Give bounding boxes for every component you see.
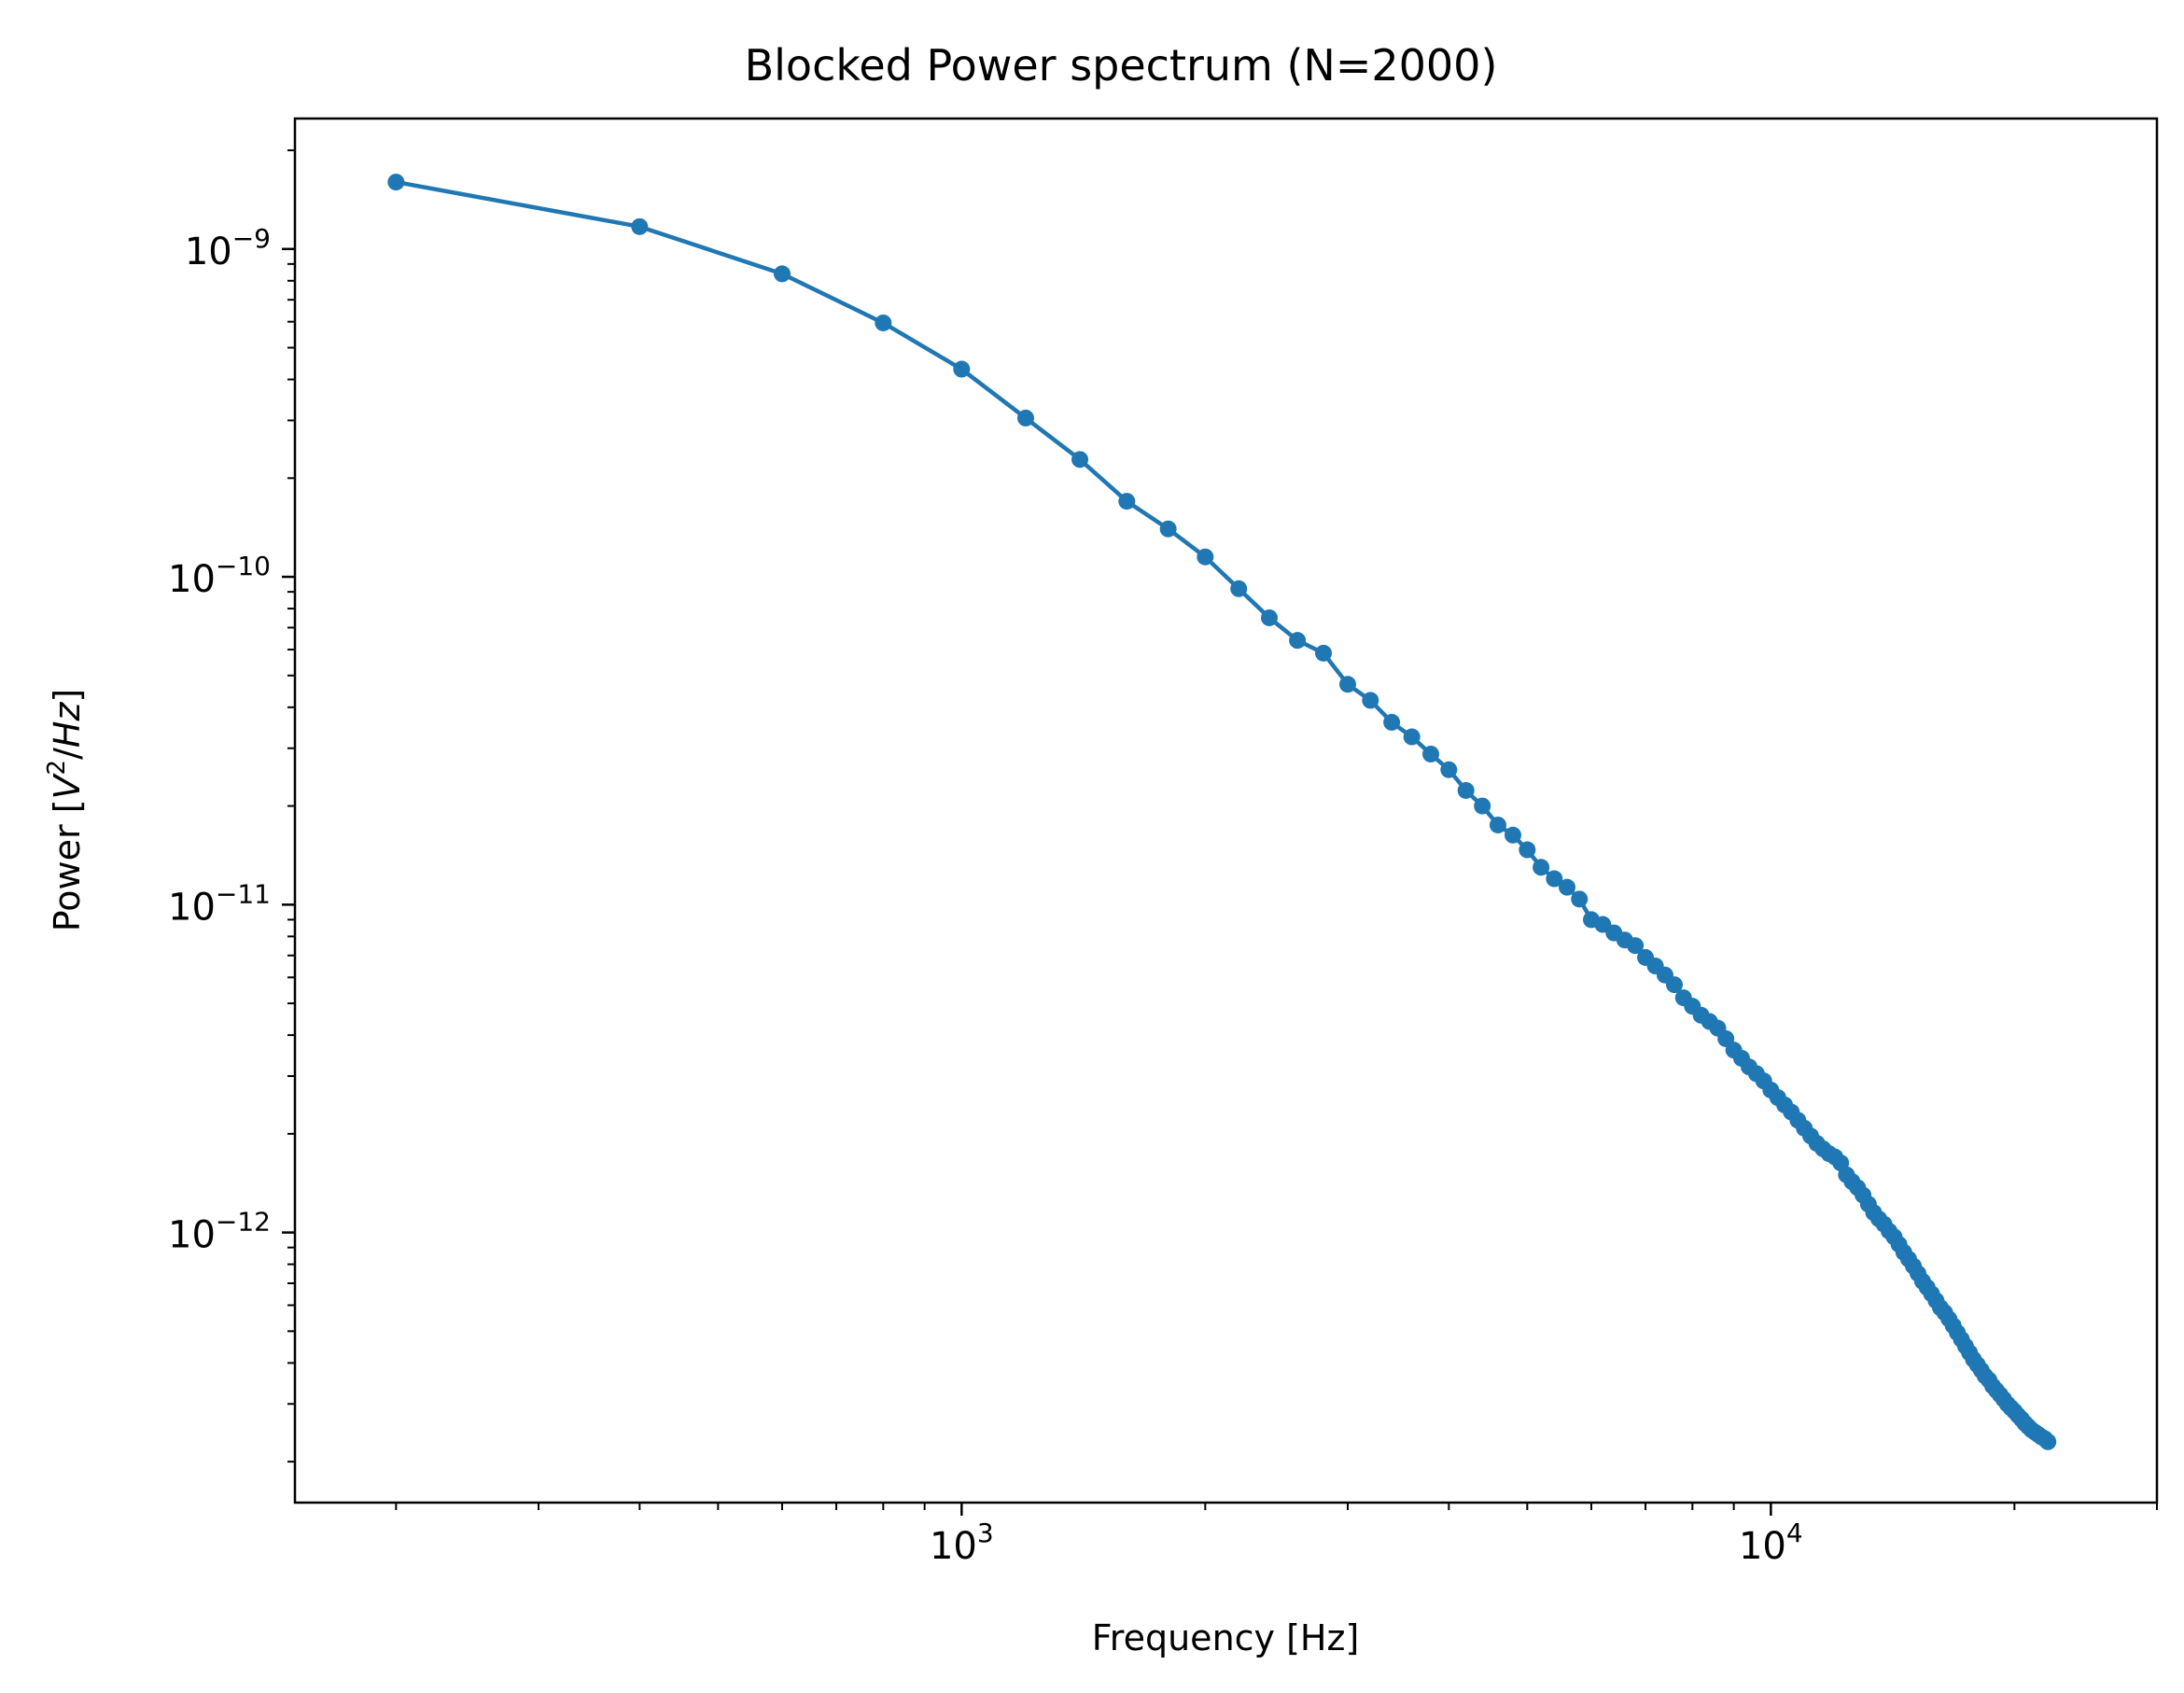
data-point [773,265,791,283]
data-point [631,217,649,235]
data-point [1559,878,1576,896]
x-axis: 103 104 [395,1503,2158,1568]
y-axis-label-prefix: Power [ [47,799,88,931]
x-tick-label-exponent: 3 [977,1518,994,1548]
data-point [1403,728,1421,746]
data-point [1159,520,1177,538]
chart-title: Blocked Power spectrum (N=2000) [745,40,1498,91]
data-point [387,174,405,191]
y-axis-label: Power [V2/Hz] [43,689,88,932]
y-axis-label-sup: 2 [43,760,71,776]
data-point [1289,632,1307,650]
data-point [1383,713,1401,731]
y-axis-label-suffix: ] [47,689,88,703]
y-tick-label-exponent: −12 [216,1207,271,1238]
data-point [1071,451,1089,469]
data-point [1519,841,1536,859]
data-point [1315,644,1333,662]
x-tick-label: 104 [1739,1518,1803,1568]
data-point [1627,937,1645,955]
x-tick-label-base: 10 [930,1525,977,1568]
axes-frame [293,117,2159,1504]
data-point [1666,976,1683,994]
y-tick-label: 10−10 [168,551,271,601]
data-point [875,314,892,331]
plot-area [387,174,2057,1450]
data-point [1230,580,1248,597]
data-point [1440,761,1458,778]
y-axis-label-var: V [47,772,88,799]
data-point [1457,781,1475,799]
data-point [1504,826,1521,844]
y-axis-label-unit: Hz [47,702,88,749]
x-tick-label-base: 10 [1739,1525,1786,1568]
y-tick-label-exponent: −11 [216,878,271,909]
y-tick-label-base: 10 [185,231,232,273]
data-point [1362,692,1379,709]
data-point [1546,870,1563,888]
data-point [1422,745,1440,763]
data-point [1533,859,1550,876]
data-point [1260,609,1278,626]
y-axis-label-mid: / [47,748,88,760]
data-point [1571,890,1589,908]
data-point [1118,493,1136,511]
x-axis-label: Frequency [Hz] [1092,1617,1360,1658]
y-tick-label-base: 10 [168,886,216,929]
y-tick-label-base: 10 [168,1214,216,1257]
data-point [1489,816,1506,833]
x-tick-label-exponent: 4 [1786,1518,1803,1548]
data-point [1016,409,1034,427]
data-point [953,360,971,378]
y-tick-label: 10−9 [185,223,271,273]
data-point [1474,797,1491,815]
y-tick-label: 10−11 [168,878,271,929]
data-point [1197,548,1214,566]
y-tick-label-exponent: −10 [216,551,271,581]
data-point [2039,1433,2057,1450]
y-tick-label: 10−12 [168,1207,271,1257]
data-point [1339,676,1356,693]
x-tick-label: 103 [930,1518,994,1568]
y-tick-label-base: 10 [168,558,216,601]
y-tick-label-exponent: −9 [232,223,271,254]
